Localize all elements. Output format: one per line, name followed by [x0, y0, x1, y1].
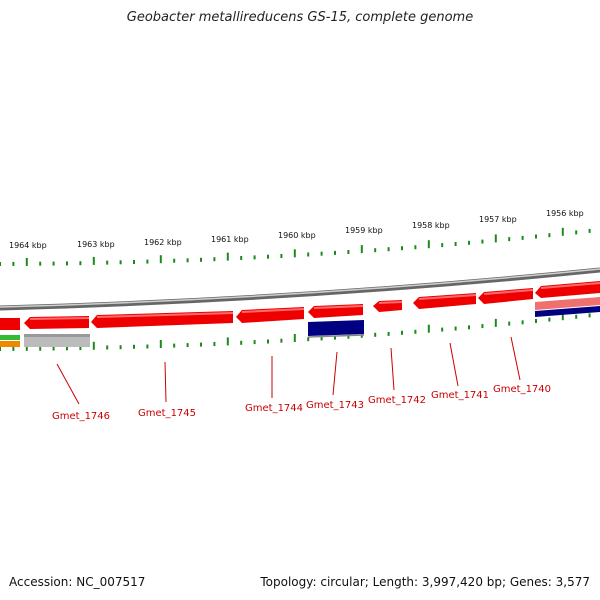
- grey-feature: [24, 334, 90, 347]
- gene-label-gmet-1742: Gmet_1742: [368, 395, 426, 406]
- scale-labels: 1964 kbp 1963 kbp 1962 kbp 1961 kbp 1960…: [9, 209, 584, 250]
- accession-label: Accession: NC_007517: [9, 575, 146, 589]
- scale-label-1957: 1957 kbp: [479, 215, 517, 224]
- leader-gmet-1742: [390, 347, 395, 391]
- gene-label-gmet-1743: Gmet_1743: [306, 400, 364, 411]
- cds-feature: [0, 318, 20, 330]
- cds-highlight: [29, 282, 600, 320]
- scale-label-1958: 1958 kbp: [412, 221, 450, 230]
- navy-feature-gmet-1743: [308, 320, 364, 336]
- gene-label-gmet-1740: Gmet_1740: [493, 384, 551, 395]
- scale-label-1963: 1963 kbp: [77, 240, 115, 249]
- genome-backbone: [0, 267, 600, 311]
- grey-feature-top: [24, 334, 90, 337]
- gene-labels: Gmet_1746 Gmet_1745 Gmet_1744 Gmet_1743 …: [52, 384, 551, 422]
- navy-feature-shadow: [307, 334, 365, 338]
- genome-backbone-highlight: [0, 268, 600, 308]
- scale-label-1956: 1956 kbp: [546, 209, 584, 218]
- leader-gmet-1746: [56, 363, 80, 405]
- cds-features: [0, 281, 600, 330]
- label-leaders: [56, 336, 521, 405]
- leader-gmet-1740: [510, 336, 521, 381]
- leader-gmet-1745: [164, 361, 167, 403]
- scale-label-1961: 1961 kbp: [211, 235, 249, 244]
- genome-summary: Topology: circular; Length: 3,997,420 bp…: [260, 575, 590, 589]
- scale-label-1962: 1962 kbp: [144, 238, 182, 247]
- scale-label-1960: 1960 kbp: [278, 231, 316, 240]
- scale-label-1959: 1959 kbp: [345, 226, 383, 235]
- leader-gmet-1743: [332, 351, 338, 396]
- map-title: Geobacter metallireducens GS-15, complet…: [126, 10, 474, 25]
- rna-feature-orange: [0, 341, 20, 347]
- upper-scale-ticks: [0, 227, 591, 266]
- rna-feature-green: [0, 335, 20, 340]
- navy-feature-right: [535, 306, 600, 317]
- leader-gmet-1741: [449, 342, 459, 387]
- gene-label-gmet-1744: Gmet_1744: [245, 403, 303, 414]
- gene-label-gmet-1745: Gmet_1745: [138, 408, 196, 419]
- lower-features: [0, 297, 600, 347]
- gene-label-gmet-1746: Gmet_1746: [52, 411, 110, 422]
- salmon-feature: [535, 297, 600, 310]
- scale-label-1964: 1964 kbp: [9, 241, 47, 250]
- gene-label-gmet-1741: Gmet_1741: [431, 390, 489, 401]
